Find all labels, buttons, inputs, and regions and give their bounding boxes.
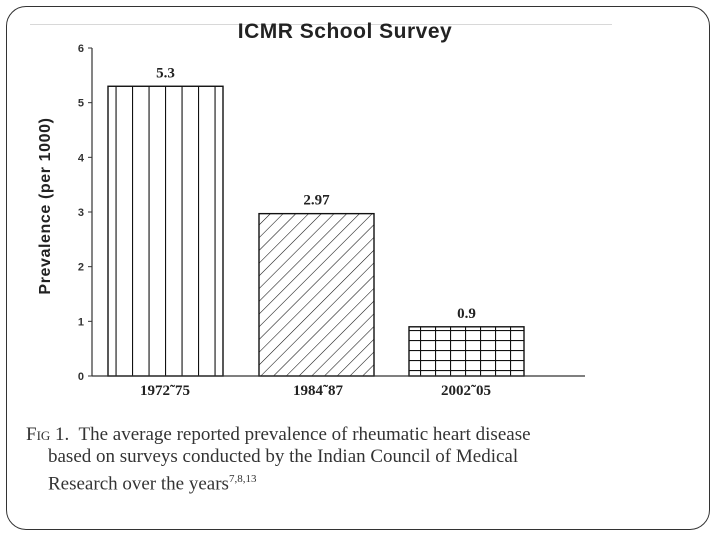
- x-tick-label: 1984˜87: [293, 383, 343, 399]
- title-rule: [30, 24, 612, 25]
- caption-line-1: Fig 1. The average reported prevalence o…: [26, 424, 646, 446]
- caption-line-2: based on surveys conducted by the Indian…: [48, 446, 519, 467]
- y-tick-label: 4: [78, 152, 85, 164]
- bar-1972˜75: [107, 85, 224, 377]
- caption-text-1: The average reported prevalence of rheum…: [78, 424, 531, 445]
- bar-1984˜87: [258, 212, 375, 377]
- figure-caption: Fig 1. The average reported prevalence o…: [26, 424, 646, 495]
- x-tick-label: 2002˜05: [441, 383, 491, 399]
- caption-fig-label: Fig 1.: [26, 424, 70, 445]
- caption-line-3: Research over the years7,8,13: [26, 468, 646, 495]
- y-tick-label: 0: [78, 371, 84, 383]
- bars: 5.3 2.97 0.9: [107, 65, 525, 377]
- y-tick-label: 5: [78, 98, 84, 110]
- bar-value-label: 0.9: [457, 306, 476, 322]
- y-tick-label: 1: [78, 316, 84, 328]
- caption-text-3: Research over the years: [48, 473, 229, 495]
- caption-superscript: 7,8,13: [228, 473, 257, 485]
- slide-frame: [6, 6, 710, 530]
- x-axis: 1972˜75 1984˜87 2002˜05: [92, 375, 585, 399]
- y-tick-label: 3: [78, 207, 84, 219]
- y-tick-label: 2: [78, 262, 84, 274]
- y-axis: 0 1 2 3 4 5 6: [78, 43, 93, 383]
- bar-value-label: 2.97: [303, 193, 330, 209]
- y-tick-label: 6: [78, 43, 84, 55]
- bar-2002˜05: [408, 326, 525, 377]
- x-tick-label: 1972˜75: [140, 383, 190, 399]
- bar-value-label: 5.3: [156, 65, 175, 81]
- bar-chart: 0 1 2 3 4 5 6 5.3 2.97 0.9 1972˜75 1984˜87 2002˜05: [78, 43, 585, 399]
- chart-title: ICMR School Survey: [237, 20, 453, 43]
